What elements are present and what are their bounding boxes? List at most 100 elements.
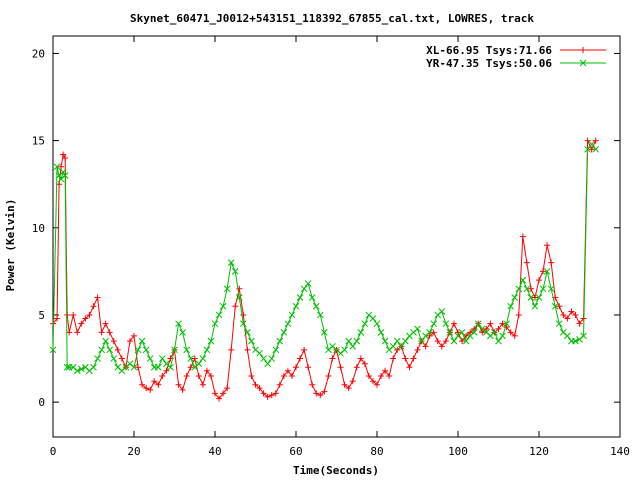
data-point bbox=[547, 285, 555, 293]
data-point bbox=[179, 386, 186, 393]
data-point bbox=[216, 395, 223, 402]
data-point bbox=[531, 302, 539, 310]
data-point bbox=[292, 302, 300, 310]
data-point bbox=[138, 337, 146, 345]
series-layer bbox=[49, 137, 600, 402]
data-point bbox=[94, 294, 101, 301]
data-point bbox=[252, 381, 259, 388]
data-point bbox=[308, 294, 316, 301]
data-point bbox=[102, 337, 110, 345]
data-point bbox=[236, 285, 243, 292]
legend-label-2: YR-47.35 Tsys:50.06 bbox=[426, 57, 552, 70]
data-point bbox=[268, 355, 276, 362]
data-point bbox=[563, 332, 571, 340]
data-point bbox=[134, 346, 142, 354]
data-point bbox=[187, 364, 194, 371]
data-point bbox=[248, 372, 255, 379]
data-point bbox=[179, 329, 186, 336]
data-point bbox=[499, 332, 506, 340]
data-point bbox=[357, 329, 365, 336]
data-point bbox=[450, 337, 458, 345]
x-tick-label: 120 bbox=[529, 445, 549, 458]
data-point bbox=[244, 329, 251, 336]
data-point bbox=[135, 364, 142, 371]
data-point bbox=[167, 363, 174, 371]
data-point bbox=[228, 346, 235, 353]
data-point bbox=[232, 303, 239, 310]
data-point bbox=[94, 355, 101, 362]
plot-area bbox=[52, 35, 621, 438]
data-point bbox=[462, 337, 470, 345]
data-point bbox=[211, 320, 219, 328]
legend-marker-1 bbox=[580, 47, 586, 53]
data-point bbox=[288, 311, 296, 319]
data-point bbox=[207, 372, 214, 379]
data-point bbox=[374, 381, 380, 388]
data-point bbox=[495, 337, 502, 345]
data-point bbox=[325, 372, 332, 379]
data-point bbox=[78, 320, 85, 327]
data-point bbox=[268, 392, 275, 399]
data-point bbox=[523, 259, 530, 266]
data-point bbox=[345, 385, 352, 392]
data-point bbox=[264, 393, 271, 400]
data-point bbox=[63, 363, 71, 371]
data-point bbox=[280, 329, 288, 336]
data-point bbox=[458, 329, 466, 336]
data-point bbox=[284, 320, 292, 328]
data-point bbox=[171, 346, 178, 354]
data-point bbox=[227, 259, 235, 267]
data-point bbox=[531, 294, 538, 301]
data-point bbox=[158, 355, 166, 362]
data-point bbox=[199, 355, 207, 362]
data-point bbox=[588, 140, 596, 148]
data-point bbox=[580, 332, 587, 340]
data-point bbox=[438, 343, 445, 350]
data-point bbox=[320, 329, 328, 336]
data-point bbox=[568, 308, 575, 315]
data-point bbox=[467, 329, 474, 336]
data-point bbox=[369, 315, 377, 322]
data-point bbox=[474, 320, 482, 328]
data-point bbox=[110, 355, 118, 362]
data-point bbox=[264, 360, 272, 368]
data-point bbox=[313, 390, 320, 397]
data-point bbox=[495, 325, 502, 332]
data-point bbox=[515, 311, 522, 318]
data-point bbox=[139, 381, 146, 388]
data-point bbox=[240, 311, 247, 318]
data-point bbox=[386, 372, 393, 379]
data-point bbox=[414, 346, 421, 353]
data-point bbox=[361, 360, 368, 367]
data-point bbox=[357, 355, 364, 362]
data-point bbox=[491, 329, 498, 336]
x-tick-label: 20 bbox=[127, 445, 140, 458]
data-point bbox=[455, 329, 461, 336]
data-point bbox=[410, 355, 417, 362]
data-point bbox=[86, 311, 93, 318]
data-point bbox=[442, 320, 450, 328]
data-point bbox=[369, 378, 376, 385]
data-point bbox=[349, 342, 357, 350]
data-point bbox=[438, 308, 446, 315]
data-point bbox=[64, 311, 71, 318]
data-point bbox=[212, 390, 218, 397]
data-point bbox=[353, 337, 361, 345]
data-point bbox=[260, 390, 267, 397]
data-point bbox=[442, 338, 449, 345]
data-point bbox=[459, 338, 466, 345]
data-point bbox=[82, 315, 89, 322]
data-point bbox=[390, 355, 397, 362]
data-point bbox=[293, 364, 299, 371]
series-1 bbox=[50, 137, 599, 402]
data-point bbox=[297, 355, 304, 362]
data-point bbox=[223, 285, 231, 293]
data-point bbox=[450, 320, 457, 327]
x-tick-label: 140 bbox=[610, 445, 630, 458]
data-point bbox=[284, 367, 291, 374]
data-point bbox=[592, 137, 599, 144]
data-point bbox=[90, 303, 97, 310]
data-point bbox=[527, 285, 534, 292]
data-point bbox=[426, 332, 433, 339]
